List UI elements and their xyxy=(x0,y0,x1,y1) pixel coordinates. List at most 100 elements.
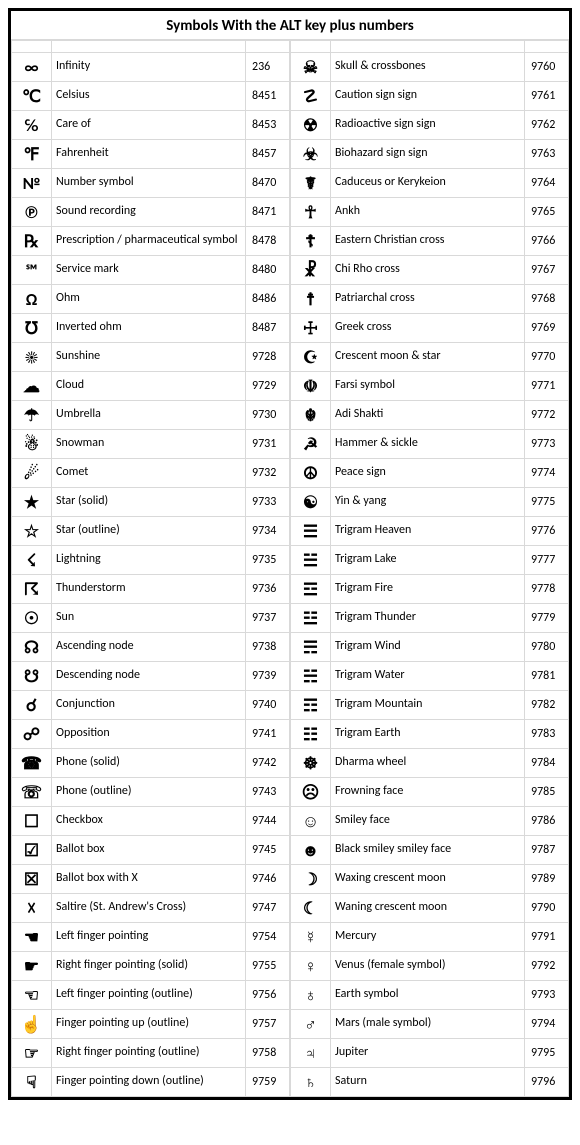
spacer-cell xyxy=(52,41,246,53)
table-row: ☾Waning crescent moon9790 xyxy=(291,894,569,923)
table-row: ☽Waxing crescent moon9789 xyxy=(291,865,569,894)
symbol-cell: ☭ xyxy=(291,430,331,459)
alt-code-cell: 9780 xyxy=(525,633,569,662)
description-cell: Right finger pointing (solid) xyxy=(52,952,246,981)
symbol-cell: ☲ xyxy=(291,575,331,604)
description-cell: Waxing crescent moon xyxy=(331,865,525,894)
alt-code-cell: 9739 xyxy=(246,662,290,691)
alt-code-cell: 9791 xyxy=(525,923,569,952)
table-row: ☵Trigram Water9781 xyxy=(291,662,569,691)
symbol-cell: ☃ xyxy=(12,430,52,459)
alt-code-cell: 8487 xyxy=(246,314,290,343)
alt-code-cell: 9734 xyxy=(246,517,290,546)
left-table: ∞Infinity236℃Celsius8451℅Care of8453℉Fah… xyxy=(11,40,290,1097)
symbol-cell: ☐ xyxy=(12,807,52,836)
table-row: ℗Sound recording8471 xyxy=(12,198,290,227)
table-row: ♄Saturn9796 xyxy=(291,1068,569,1097)
table-row: ☋Descending node9739 xyxy=(12,662,290,691)
symbol-cell: ☵ xyxy=(291,662,331,691)
table-row: ☠Skull & crossbones9760 xyxy=(291,53,569,82)
description-cell: Thunderstorm xyxy=(52,575,246,604)
spacer-cell xyxy=(246,41,290,53)
symbol-cell: ♃ xyxy=(291,1039,331,1068)
alt-code-cell: 9754 xyxy=(246,923,290,952)
description-cell: Finger pointing down (outline) xyxy=(52,1068,246,1097)
description-cell: Prescription / pharmaceutical symbol xyxy=(52,227,246,256)
alt-code-cell: 9762 xyxy=(525,111,569,140)
description-cell: Ascending node xyxy=(52,633,246,662)
alt-code-cell: 9768 xyxy=(525,285,569,314)
table-row: ☷Trigram Earth9783 xyxy=(291,720,569,749)
symbol-cell: ☬ xyxy=(291,401,331,430)
description-cell: Patriarchal cross xyxy=(331,285,525,314)
alt-code-cell: 9764 xyxy=(525,169,569,198)
symbol-cell: ♂ xyxy=(291,1010,331,1039)
alt-code-cell: 9775 xyxy=(525,488,569,517)
table-row: ☑Ballot box9745 xyxy=(12,836,290,865)
table-row: ♀Venus (female symbol)9792 xyxy=(291,952,569,981)
spacer-cell xyxy=(12,41,52,53)
alt-code-cell: 9736 xyxy=(246,575,290,604)
alt-code-cell: 9796 xyxy=(525,1068,569,1097)
symbol-cell: ☉ xyxy=(12,604,52,633)
alt-code-cell: 9731 xyxy=(246,430,290,459)
table-row: ☪Crescent moon & star9770 xyxy=(291,343,569,372)
description-cell: Dharma wheel xyxy=(331,749,525,778)
table-row: ℞Prescription / pharmaceutical symbol847… xyxy=(12,227,290,256)
description-cell: Trigram Lake xyxy=(331,546,525,575)
description-cell: Star (outline) xyxy=(52,517,246,546)
table-row: ☩Greek cross9769 xyxy=(291,314,569,343)
description-cell: Ballot box with X xyxy=(52,865,246,894)
symbol-cell: ☹ xyxy=(291,778,331,807)
left-column: ∞Infinity236℃Celsius8451℅Care of8453℉Fah… xyxy=(11,40,290,1097)
symbol-cell: ☴ xyxy=(291,633,331,662)
table-row: ☤Caduceus or Kerykeion9764 xyxy=(291,169,569,198)
table-row: ☮Peace sign9774 xyxy=(291,459,569,488)
description-cell: Yin & yang xyxy=(331,488,525,517)
symbol-cell: ☝ xyxy=(12,1010,52,1039)
description-cell: Trigram Earth xyxy=(331,720,525,749)
symbol-cell: ☞ xyxy=(12,1039,52,1068)
description-cell: Sun xyxy=(52,604,246,633)
table-row: ☍Opposition9741 xyxy=(12,720,290,749)
table-title: Symbols With the ALT key plus numbers xyxy=(11,11,569,40)
symbol-cell: ℧ xyxy=(12,314,52,343)
alt-code-cell: 9730 xyxy=(246,401,290,430)
table-row: ☻Black smiley smiley face9787 xyxy=(291,836,569,865)
spacer-cell xyxy=(291,41,331,53)
table-row: ☃Snowman9731 xyxy=(12,430,290,459)
alt-code-cell: 9783 xyxy=(525,720,569,749)
symbol-cell: ☂ xyxy=(12,401,52,430)
description-cell: Black smiley smiley face xyxy=(331,836,525,865)
description-cell: Adi Shakti xyxy=(331,401,525,430)
alt-code-cell: 9776 xyxy=(525,517,569,546)
description-cell: Inverted ohm xyxy=(52,314,246,343)
description-cell: Saturn xyxy=(331,1068,525,1097)
description-cell: Number symbol xyxy=(52,169,246,198)
symbol-cell: ☊ xyxy=(12,633,52,662)
table-row: ☦Eastern Christian cross9766 xyxy=(291,227,569,256)
table-row: ☊Ascending node9738 xyxy=(12,633,290,662)
alt-code-cell: 9729 xyxy=(246,372,290,401)
symbol-cell: ☢ xyxy=(291,111,331,140)
symbol-cell: ☈ xyxy=(12,575,52,604)
description-cell: Venus (female symbol) xyxy=(331,952,525,981)
description-cell: Left finger pointing (outline) xyxy=(52,981,246,1010)
alt-code-cell: 9786 xyxy=(525,807,569,836)
alt-code-cell: 9771 xyxy=(525,372,569,401)
symbols-table-container: Symbols With the ALT key plus numbers ∞I… xyxy=(8,8,572,1100)
description-cell: Trigram Mountain xyxy=(331,691,525,720)
symbol-cell: ☑ xyxy=(12,836,52,865)
table-row: ♂Mars (male symbol)9794 xyxy=(291,1010,569,1039)
symbol-cell: ☎ xyxy=(12,749,52,778)
symbol-cell: ☠ xyxy=(291,53,331,82)
alt-code-cell: 9773 xyxy=(525,430,569,459)
alt-code-cell: 9784 xyxy=(525,749,569,778)
description-cell: Caduceus or Kerykeion xyxy=(331,169,525,198)
table-row: ☲Trigram Fire9778 xyxy=(291,575,569,604)
description-cell: Waning crescent moon xyxy=(331,894,525,923)
description-cell: Radioactive sign sign xyxy=(331,111,525,140)
table-row: ℉Fahrenheit8457 xyxy=(12,140,290,169)
symbol-cell: ☏ xyxy=(12,778,52,807)
alt-code-cell: 9755 xyxy=(246,952,290,981)
